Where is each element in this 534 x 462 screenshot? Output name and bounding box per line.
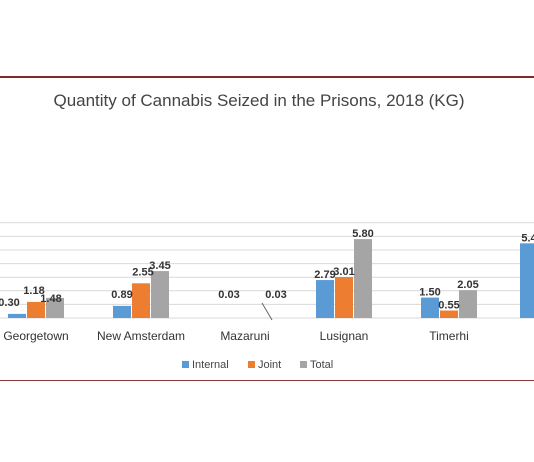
data-label: 2.05 — [457, 279, 478, 291]
legend-label: Internal — [192, 359, 229, 371]
data-label: 1.50 — [419, 287, 440, 299]
category-label: Georgetown — [3, 329, 68, 343]
bar-internal — [8, 313, 26, 318]
data-label: 0.03 — [265, 289, 286, 301]
category-label: New Amsterdam — [97, 329, 185, 343]
bar-total — [354, 239, 372, 318]
bottom-border-rule — [0, 380, 534, 381]
data-label: 0.89 — [111, 289, 132, 301]
legend-swatch — [248, 361, 255, 368]
data-label: 0.03 — [218, 289, 239, 301]
bar-total — [459, 290, 477, 318]
bar-joint — [27, 301, 45, 318]
data-label: 3.01 — [333, 266, 354, 278]
category-label: Timerhi — [429, 329, 469, 343]
legend-swatch — [182, 361, 189, 368]
data-label: 2.79 — [314, 269, 335, 281]
legend-label: Total — [310, 359, 333, 371]
data-label: 1.18 — [23, 285, 44, 297]
bar-internal — [316, 280, 334, 318]
data-label: 1.48 — [40, 293, 61, 305]
top-border-rule — [0, 76, 534, 78]
category-label: Mazaruni — [220, 329, 269, 343]
data-label: 0.55 — [438, 300, 459, 312]
chart-title: Quantity of Cannabis Seized in the Priso… — [53, 91, 464, 110]
chart-frame — [0, 76, 534, 380]
data-label: 5.4 — [521, 232, 534, 244]
data-label: 5.80 — [352, 228, 373, 240]
legend: Internal Joint Total — [182, 359, 333, 371]
bar-joint — [335, 277, 353, 318]
data-label: 0.30 — [0, 297, 20, 309]
category-label: Lusignan — [320, 329, 369, 343]
bar-joint — [440, 310, 458, 318]
legend-label: Joint — [258, 359, 281, 371]
bar-total — [151, 271, 169, 318]
legend-swatch — [300, 361, 307, 368]
leader-line — [261, 302, 273, 321]
bar-joint — [132, 283, 150, 318]
data-label: 3.45 — [149, 260, 170, 272]
bar-internal — [113, 305, 131, 318]
bar-internal — [520, 243, 534, 318]
data-labels: 0.30 0.89 0.03 2.79 1.50 5.4 1.18 2.55 3.01 0.55 1… — [0, 228, 534, 321]
bars — [8, 239, 534, 318]
bar-internal — [421, 297, 439, 318]
bar-total — [46, 297, 64, 318]
category-labels: Georgetown New Amsterdam Mazaruni Lusignan T… — [3, 329, 468, 343]
data-label: 2.55 — [132, 266, 153, 278]
